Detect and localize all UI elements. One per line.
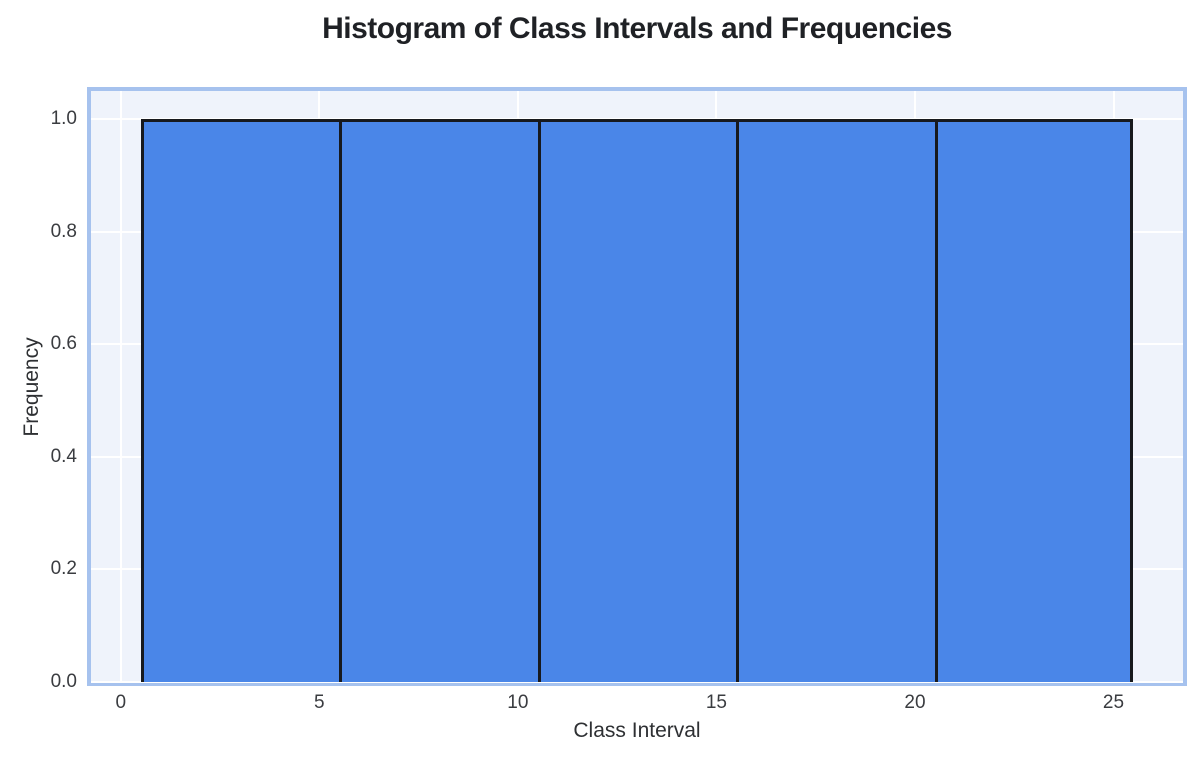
x-tick-label: 25 bbox=[1102, 692, 1125, 713]
histogram-bar bbox=[339, 119, 538, 682]
x-tick-label: 10 bbox=[507, 692, 529, 713]
gridline bbox=[91, 681, 1183, 683]
y-tick-label: 0.8 bbox=[50, 220, 77, 242]
y-tick-label: 1.0 bbox=[50, 108, 77, 130]
gridline bbox=[119, 91, 122, 682]
y-tick-label: 0.2 bbox=[50, 558, 77, 580]
x-tick-label: 20 bbox=[904, 692, 926, 713]
y-axis-label: Frequency bbox=[20, 337, 43, 437]
histogram-bar bbox=[140, 119, 340, 682]
y-tick-label: 0.4 bbox=[50, 445, 77, 467]
x-tick-label: 15 bbox=[705, 692, 727, 713]
histogram-bar bbox=[934, 119, 1134, 682]
x-tick-label: 0 bbox=[115, 692, 127, 713]
y-tick-label: 0.0 bbox=[50, 671, 77, 692]
histogram-bar bbox=[736, 119, 935, 682]
y-tick-label: 0.6 bbox=[50, 333, 77, 355]
plot-area bbox=[87, 87, 1187, 686]
histogram-bar bbox=[537, 119, 737, 682]
x-tick-label: 5 bbox=[314, 692, 325, 713]
x-axis-label: Class Interval bbox=[573, 719, 701, 742]
chart-title: Histogram of Class Intervals and Frequen… bbox=[322, 12, 952, 45]
